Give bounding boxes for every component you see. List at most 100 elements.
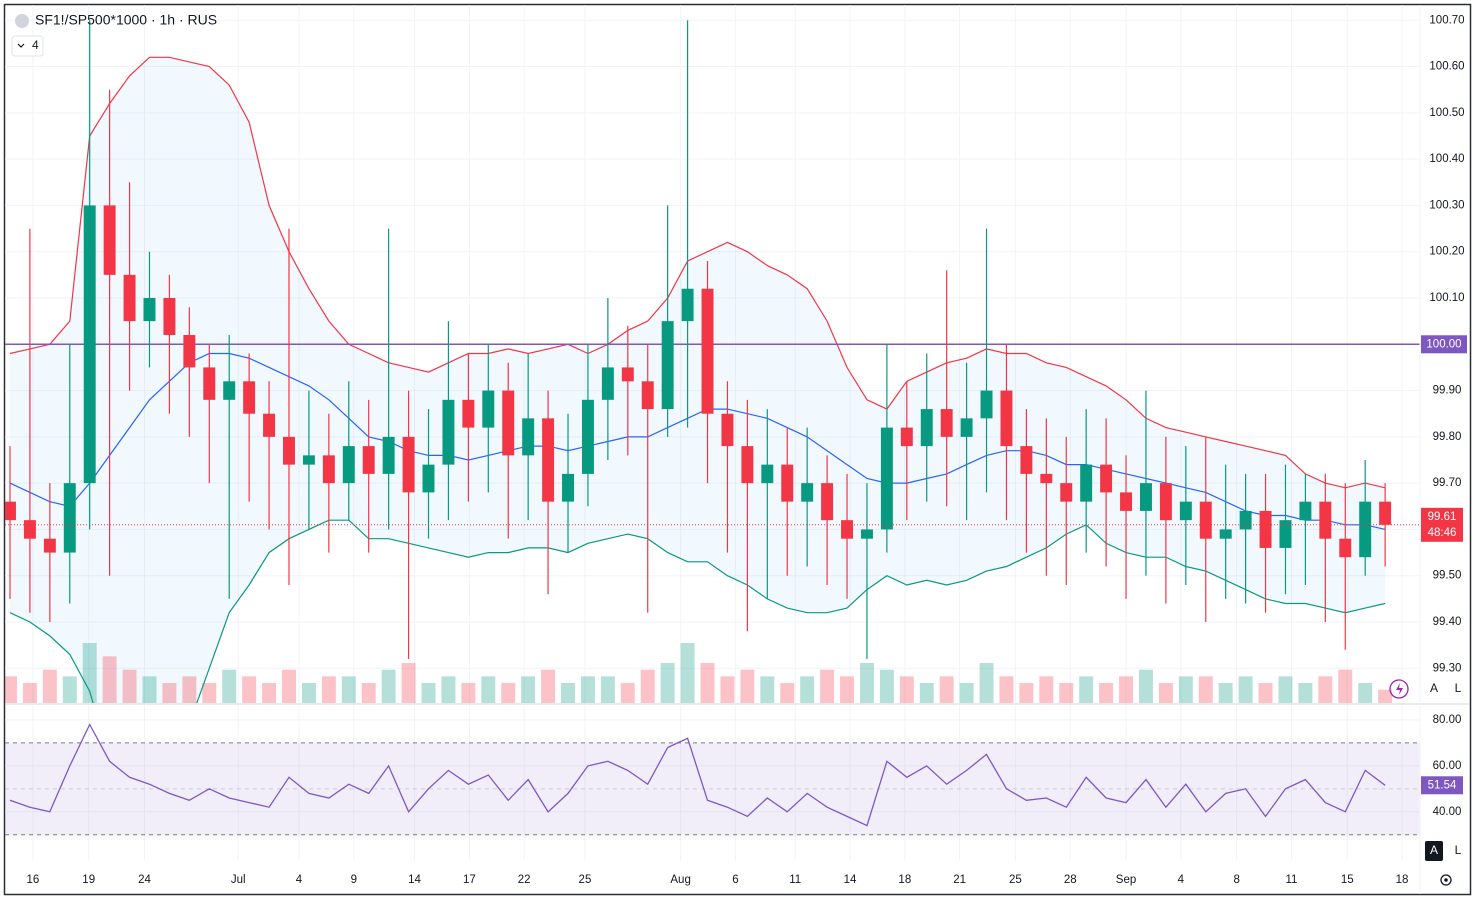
- y-tick-label: 99.80: [1433, 431, 1462, 443]
- volume-bar: [541, 669, 556, 703]
- auto-scale-button[interactable]: A: [1430, 843, 1438, 857]
- x-tick-label: 11: [1285, 874, 1297, 886]
- candle-body: [701, 288, 714, 414]
- candle-body: [5, 501, 16, 521]
- auto-scale-active[interactable]: [1425, 841, 1443, 861]
- alert-icon-bolt: [1396, 683, 1403, 695]
- candle-body: [562, 473, 574, 502]
- candle-body: [1239, 510, 1252, 530]
- rsi-value-box: [1421, 776, 1463, 795]
- candle-body: [900, 427, 913, 447]
- volume-bar: [680, 643, 695, 703]
- volume-bar: [262, 683, 277, 703]
- candle-body: [243, 381, 256, 414]
- candle-body: [880, 427, 893, 530]
- candle-body: [741, 446, 754, 484]
- y-tick-label: 100.70: [1429, 14, 1464, 26]
- candle-body: [522, 418, 535, 456]
- candle-body: [1040, 473, 1053, 484]
- volume-bar: [800, 676, 815, 703]
- x-tick-label: 6: [732, 874, 738, 886]
- y-tick-label: 99.90: [1433, 385, 1462, 397]
- rsi-tick-label: 80.00: [1433, 714, 1462, 726]
- volume-bar: [341, 676, 356, 703]
- settings-icon[interactable]: [1440, 874, 1452, 886]
- indicator-toggle[interactable]: [11, 35, 44, 57]
- y-tick-label: 100.20: [1429, 246, 1464, 258]
- rsi-tick-label: 60.00: [1433, 760, 1462, 772]
- x-tick-label: 16: [27, 874, 40, 886]
- candle-body: [362, 446, 375, 474]
- x-tick-label: 9: [351, 874, 357, 886]
- candle-body: [1319, 501, 1332, 539]
- log-scale-button[interactable]: L: [1455, 681, 1462, 695]
- bollinger-upper: [9, 56, 1386, 489]
- candle-body: [1060, 483, 1073, 502]
- candle-body: [1179, 501, 1192, 521]
- rsi-value-label: 51.54: [1428, 779, 1457, 791]
- volume-bar: [939, 676, 954, 703]
- auto-scale-button[interactable]: A: [1430, 681, 1438, 695]
- volume-bar: [82, 643, 97, 703]
- level-label: 100.00: [1426, 338, 1461, 350]
- bollinger-lower: [9, 519, 1386, 703]
- x-tick-label: 19: [82, 874, 95, 886]
- candle-body: [462, 399, 475, 428]
- alert-icon[interactable]: [1389, 679, 1409, 699]
- candle-body: [203, 367, 216, 400]
- volume-bar: [22, 683, 37, 703]
- volume-bar: [640, 669, 655, 703]
- volume-bar: [202, 683, 217, 703]
- candle-body: [1279, 520, 1292, 548]
- volume-bar: [122, 669, 137, 703]
- candle-body: [1339, 538, 1352, 558]
- volume-bar: [222, 669, 237, 703]
- volume-bar: [421, 683, 436, 703]
- y-tick-label: 99.30: [1433, 662, 1462, 674]
- candle-body: [1219, 529, 1232, 539]
- candle-body: [1080, 464, 1093, 502]
- x-tick-label: 24: [138, 874, 151, 886]
- volume-bar: [5, 676, 17, 703]
- x-tick-label: 18: [898, 874, 911, 886]
- volume-bar: [42, 669, 57, 703]
- x-tick-label: 14: [408, 874, 421, 886]
- x-tick-label: Jul: [231, 874, 246, 886]
- candle-body: [183, 335, 196, 368]
- candle-body: [123, 274, 136, 322]
- volume-bar: [561, 683, 575, 703]
- candle-body: [442, 399, 455, 465]
- volume-bar: [62, 676, 77, 703]
- volume-bar: [1298, 683, 1313, 703]
- indicator-count[interactable]: 4: [32, 38, 39, 52]
- last-price-label: 99.61: [1428, 511, 1457, 523]
- log-scale-button[interactable]: L: [1455, 843, 1462, 857]
- volume-bar: [1178, 676, 1193, 703]
- volume-bar: [1378, 689, 1393, 703]
- x-tick-label: 4: [1178, 874, 1185, 886]
- candle-body: [621, 367, 634, 382]
- volume-bar: [899, 676, 914, 703]
- volume-bar: [700, 663, 715, 703]
- candle-body: [1259, 510, 1272, 548]
- candle-body: [302, 455, 315, 465]
- candle-body: [1159, 483, 1172, 521]
- y-tick-label: 99.50: [1433, 570, 1462, 582]
- volume-bar: [1198, 676, 1213, 703]
- volume-bar: [1059, 683, 1074, 703]
- rsi-tick-label: 40.00: [1433, 806, 1462, 818]
- x-tick-label: 28: [1064, 874, 1077, 886]
- candle-body: [980, 390, 993, 419]
- candle-body: [263, 413, 276, 437]
- volume-bar: [1158, 683, 1173, 703]
- volume-bar: [381, 669, 396, 703]
- volume-bar: [780, 683, 795, 703]
- candle-body: [143, 297, 156, 322]
- volume-bar: [142, 676, 157, 703]
- candle-body: [1120, 492, 1133, 511]
- grid: [5, 5, 1420, 860]
- candle-body: [1020, 446, 1033, 474]
- volume-bar: [1138, 669, 1153, 703]
- candle-body: [1379, 501, 1392, 525]
